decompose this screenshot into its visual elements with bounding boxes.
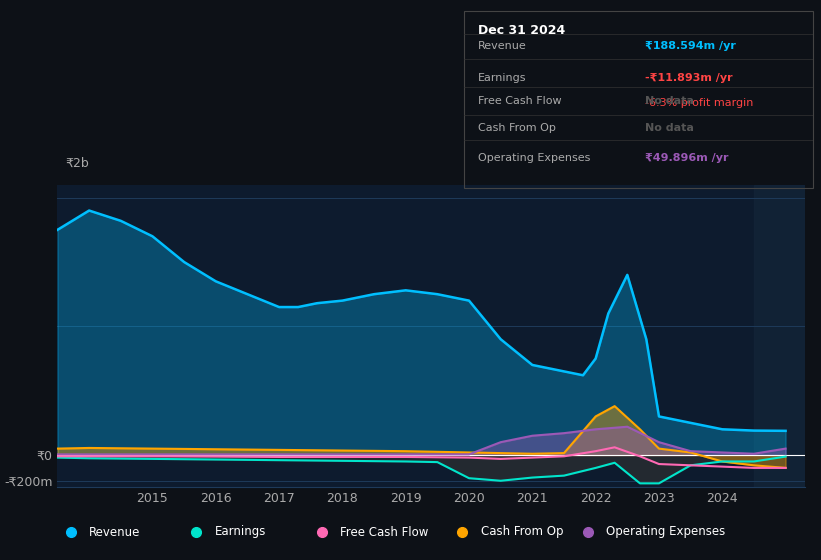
Text: ₹49.896m /yr: ₹49.896m /yr [645, 153, 729, 162]
Text: Cash From Op: Cash From Op [481, 525, 563, 539]
Text: Free Cash Flow: Free Cash Flow [478, 96, 562, 106]
Text: Cash From Op: Cash From Op [478, 123, 556, 133]
Text: ₹188.594m /yr: ₹188.594m /yr [645, 41, 736, 52]
Text: No data: No data [645, 96, 695, 106]
Text: No data: No data [645, 123, 695, 133]
Text: Operating Expenses: Operating Expenses [606, 525, 726, 539]
Text: Revenue: Revenue [478, 41, 526, 52]
Text: -₹11.893m /yr: -₹11.893m /yr [645, 73, 733, 83]
Text: Operating Expenses: Operating Expenses [478, 153, 590, 162]
Text: Free Cash Flow: Free Cash Flow [341, 525, 429, 539]
Text: ₹2b: ₹2b [65, 157, 89, 170]
Text: -6.3% profit margin: -6.3% profit margin [645, 98, 754, 108]
Text: Dec 31 2024: Dec 31 2024 [478, 24, 565, 36]
Text: Earnings: Earnings [215, 525, 266, 539]
Bar [754, 185, 805, 487]
Text: Earnings: Earnings [478, 73, 526, 83]
Text: Revenue: Revenue [89, 525, 140, 539]
